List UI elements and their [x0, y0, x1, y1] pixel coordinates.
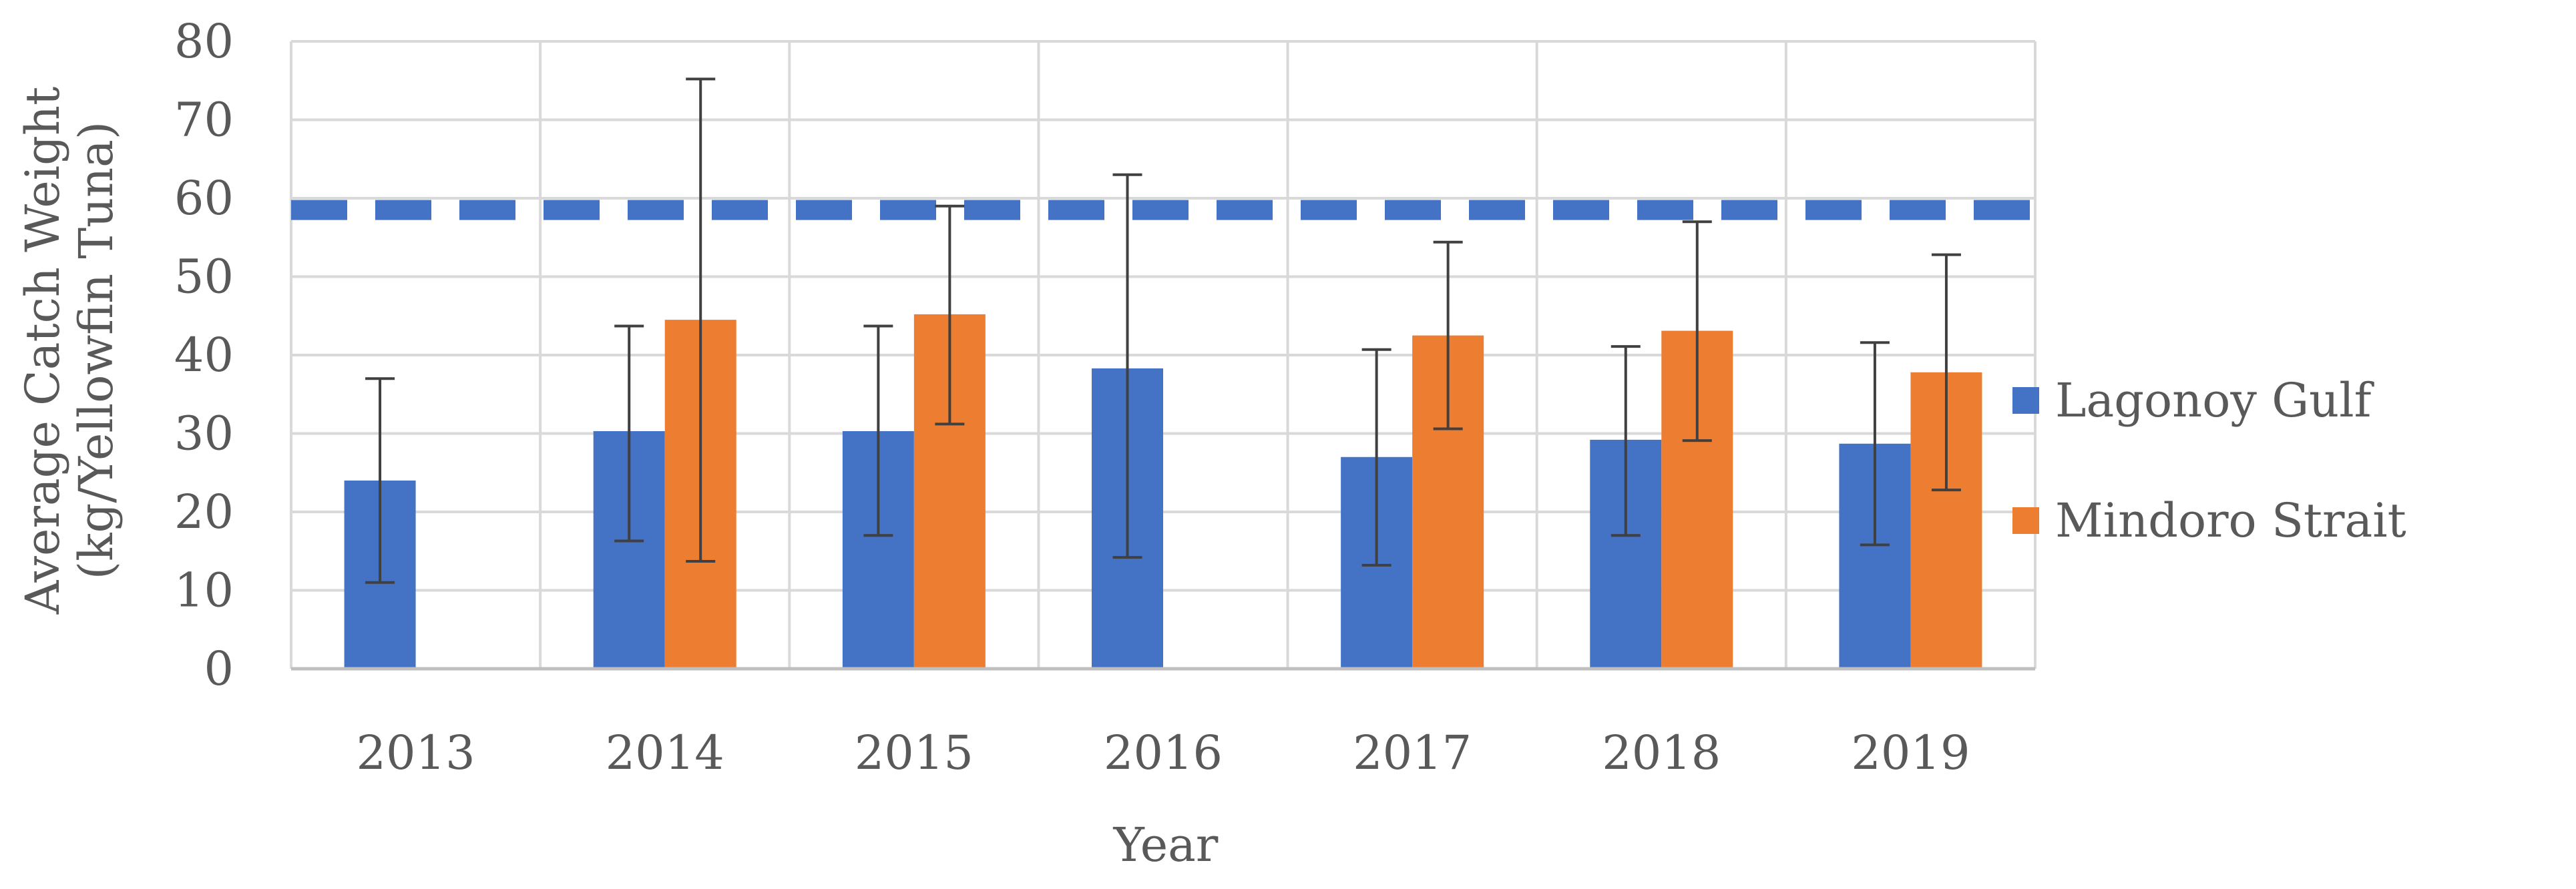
error-bars: [365, 77, 1961, 584]
y-tick-label-0: 0: [204, 641, 234, 696]
x-tick-label-2016: 2016: [1104, 725, 1223, 780]
x-tick-label-2018: 2018: [1602, 725, 1721, 780]
legend-swatch-lagonoy-gulf: [2012, 387, 2039, 414]
x-tick-label-2017: 2017: [1353, 725, 1472, 780]
y-tick-label-40: 40: [174, 328, 234, 382]
x-tick-label-2013: 2013: [356, 725, 475, 780]
error-bar-mindoro-strait-2018: [1682, 220, 1712, 442]
y-tick-label-50: 50: [174, 250, 234, 304]
legend-label-mindoro-strait: Mindoro Strait: [2055, 493, 2406, 548]
x-tick-label-2014: 2014: [606, 725, 724, 780]
error-bar-lagonoy-gulf-2013: [365, 377, 395, 584]
error-bar-lagonoy-gulf-2015: [863, 324, 893, 537]
axes: 0 10 20 30 40 50 60 70 80 2013 2014 2015 2016 2017 201…: [174, 14, 2035, 780]
x-tick-label-2015: 2015: [855, 725, 974, 780]
error-bar-mindoro-strait-2017: [1433, 240, 1463, 430]
x-tick-label-2019: 2019: [1851, 725, 1970, 780]
bars: [344, 314, 1982, 669]
y-tick-label-70: 70: [174, 93, 234, 147]
error-bar-mindoro-strait-2014: [686, 77, 716, 563]
error-bar-lagonoy-gulf-2017: [1361, 348, 1391, 567]
y-tick-label-30: 30: [174, 406, 234, 461]
error-bar-lagonoy-gulf-2016: [1112, 173, 1142, 559]
y-tick-label-80: 80: [174, 14, 234, 69]
error-bar-lagonoy-gulf-2014: [614, 324, 644, 543]
y-tick-label-20: 20: [174, 485, 234, 539]
legend: Lagonoy Gulf Mindoro Strait: [2012, 373, 2406, 548]
y-tick-label-60: 60: [174, 171, 234, 226]
legend-label-lagonoy-gulf: Lagonoy Gulf: [2055, 373, 2375, 428]
gridlines: [290, 40, 2036, 669]
error-bar-mindoro-strait-2019: [1931, 253, 1961, 492]
x-axis-title: Year: [1113, 818, 1219, 872]
legend-swatch-mindoro-strait: [2012, 507, 2039, 534]
y-axis-title-line-1: Average Catch Weight: [15, 87, 70, 615]
error-bar-lagonoy-gulf-2019: [1860, 341, 1890, 547]
error-bar-lagonoy-gulf-2018: [1611, 345, 1641, 537]
error-bar-mindoro-strait-2015: [935, 204, 965, 426]
y-tick-label-10: 10: [174, 563, 234, 618]
y-axis-title-line-2: (kg/Yellowfin Tuna): [69, 121, 124, 579]
